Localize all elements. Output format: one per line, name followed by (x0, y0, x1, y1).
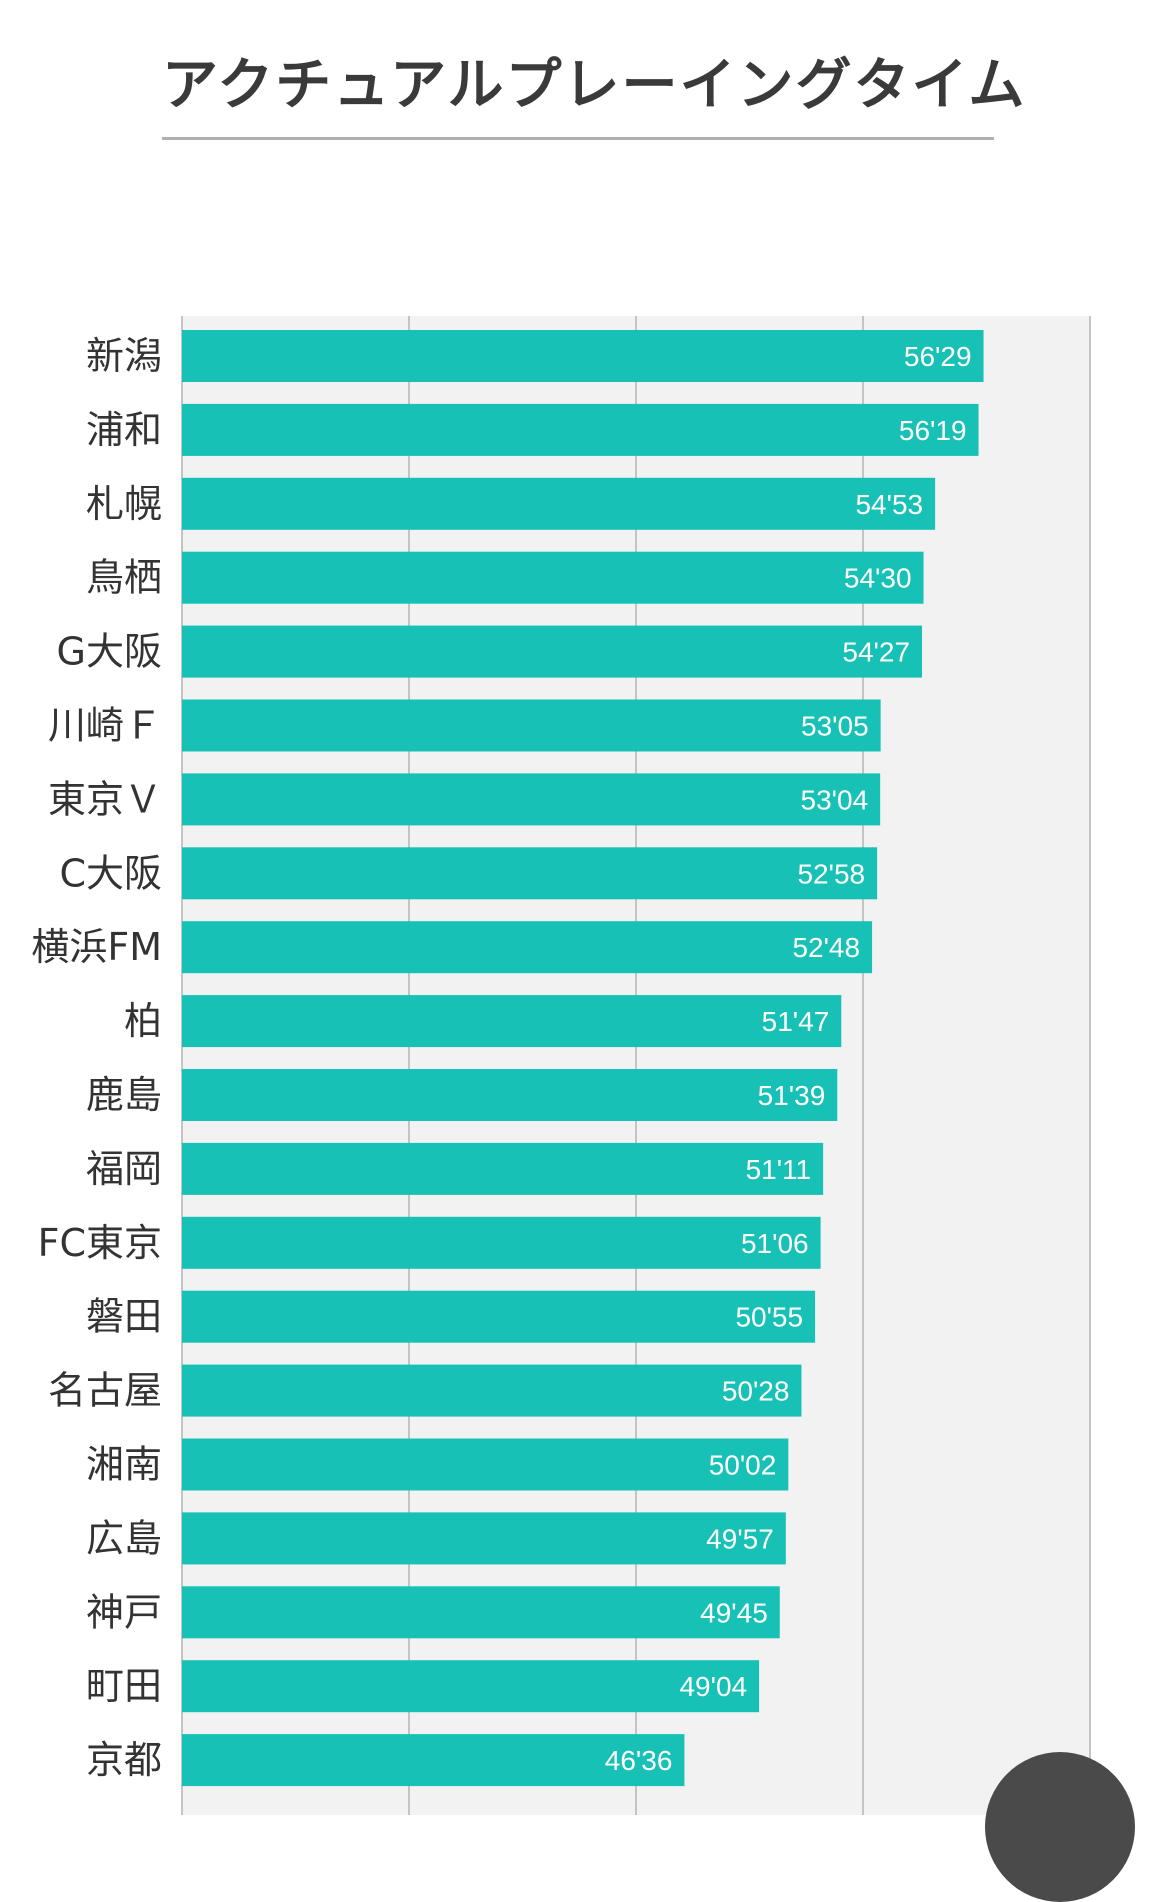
category-label: 浦和 (86, 408, 162, 452)
bar-value-label: 53'04 (801, 784, 869, 815)
category-label: 名古屋 (48, 1369, 162, 1413)
bar (182, 1364, 802, 1417)
bar (182, 330, 984, 382)
bar-value-label: 50'28 (722, 1376, 790, 1407)
bar-value-label: 56'19 (899, 415, 967, 446)
bar-chart: 56'29 新潟 56'19 浦和 54'53 札幌 54'30 鳥栖 54'27 G大阪 53'0… (31, 316, 1091, 1815)
bar-value-label: 51'39 (758, 1080, 826, 1111)
bar-value-label: 53'05 (801, 711, 869, 742)
category-label: 湘南 (86, 1443, 162, 1487)
category-label: 横浜FM (31, 925, 162, 969)
category-label: 鹿島 (86, 1073, 162, 1117)
category-label: 神戸 (86, 1590, 162, 1634)
category-label: 広島 (86, 1516, 162, 1560)
bar-value-label: 49'57 (706, 1523, 774, 1554)
bar-value-label: 50'02 (709, 1450, 777, 1481)
bar (182, 1438, 789, 1491)
category-label: 鳥栖 (86, 556, 162, 600)
page-title: アクチュアルプレーイングタイム (162, 53, 1027, 118)
bar (182, 1586, 780, 1639)
bar-value-label: 49'45 (700, 1597, 768, 1628)
bar (182, 403, 979, 456)
category-label: C大阪 (59, 851, 162, 895)
bar (182, 551, 924, 604)
bar-value-label: 54'27 (842, 637, 910, 668)
bar (182, 1142, 824, 1195)
bar (182, 1660, 760, 1713)
bar-value-label: 51'47 (762, 1006, 830, 1037)
scroll-top-button[interactable] (985, 1752, 1135, 1902)
bar-value-label: 54'53 (855, 489, 923, 520)
bar (182, 625, 923, 678)
bar-value-label: 56'29 (904, 341, 972, 372)
category-label: 札幌 (86, 482, 162, 526)
category-label: 新潟 (86, 334, 162, 378)
bar-value-label: 46'36 (605, 1745, 673, 1776)
bar-value-label: 51'06 (741, 1228, 809, 1259)
bar (182, 773, 881, 826)
bar-value-label: 49'04 (679, 1671, 747, 1702)
bar (182, 1734, 685, 1787)
category-label: 福岡 (86, 1147, 162, 1191)
category-label: 東京Ｖ (48, 777, 162, 821)
bar (182, 1512, 786, 1565)
category-label: FC東京 (38, 1221, 162, 1265)
bar-value-label: 51'11 (746, 1154, 812, 1185)
category-label: 磐田 (86, 1295, 162, 1339)
category-label: 川崎Ｆ (48, 704, 162, 748)
bar-value-label: 52'58 (797, 858, 865, 889)
category-label: 柏 (124, 999, 162, 1043)
title-divider (162, 137, 994, 140)
bar (182, 1069, 838, 1121)
bar (182, 921, 873, 974)
bar (182, 477, 936, 530)
bar (182, 847, 878, 900)
bar-value-label: 52'48 (792, 932, 860, 963)
category-label: 京都 (86, 1738, 162, 1782)
bar (182, 995, 842, 1048)
category-label: G大阪 (57, 630, 162, 674)
bar (182, 699, 881, 752)
bar-value-label: 50'55 (735, 1302, 803, 1333)
bar (182, 1216, 821, 1269)
bar-value-label: 54'30 (844, 563, 912, 594)
bar (182, 1290, 816, 1343)
category-label: 町田 (86, 1664, 162, 1708)
